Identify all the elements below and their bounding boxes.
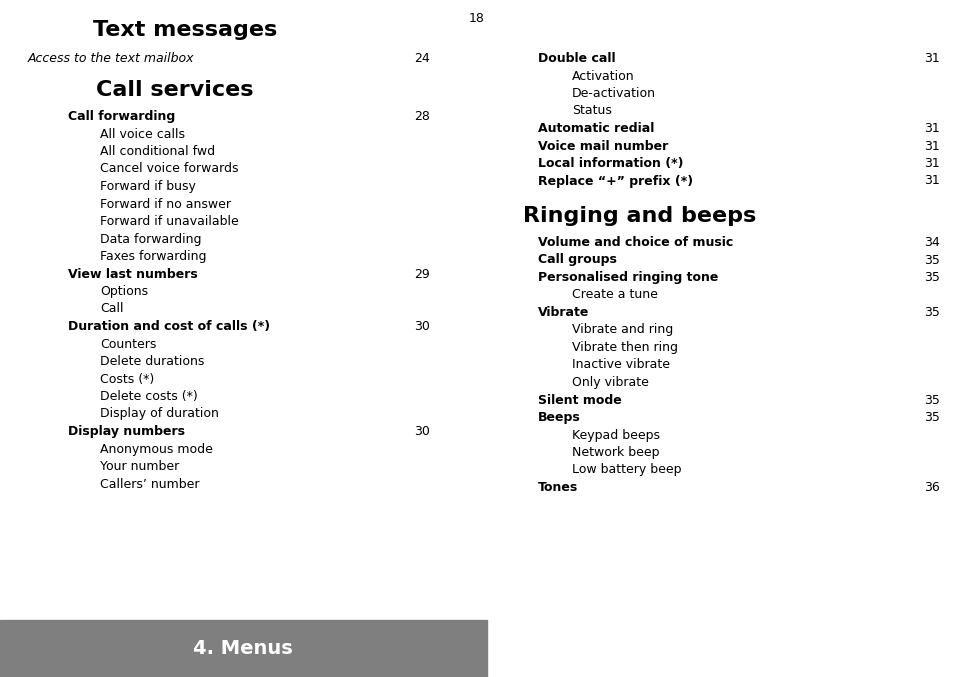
Text: Forward if unavailable: Forward if unavailable: [100, 215, 238, 228]
Text: 18: 18: [469, 12, 484, 25]
Text: Access to the text mailbox: Access to the text mailbox: [28, 52, 194, 65]
Text: Display of duration: Display of duration: [100, 408, 218, 420]
Text: Call: Call: [100, 303, 123, 315]
Text: Call groups: Call groups: [537, 253, 617, 267]
Text: Status: Status: [572, 104, 611, 118]
Text: Anonymous mode: Anonymous mode: [100, 443, 213, 456]
Text: 34: 34: [923, 236, 939, 249]
Text: 36: 36: [923, 481, 939, 494]
Text: 31: 31: [923, 122, 939, 135]
Text: Only vibrate: Only vibrate: [572, 376, 648, 389]
Text: All voice calls: All voice calls: [100, 127, 185, 141]
Text: Volume and choice of music: Volume and choice of music: [537, 236, 733, 249]
Text: Faxes forwarding: Faxes forwarding: [100, 250, 206, 263]
Text: Costs (*): Costs (*): [100, 372, 154, 385]
Text: 31: 31: [923, 52, 939, 65]
Text: Double call: Double call: [537, 52, 615, 65]
Text: Local information (*): Local information (*): [537, 157, 682, 170]
Text: 30: 30: [414, 425, 430, 438]
Text: Counters: Counters: [100, 338, 156, 351]
Text: Replace “+” prefix (*): Replace “+” prefix (*): [537, 175, 693, 188]
Text: 24: 24: [414, 52, 430, 65]
Text: Your number: Your number: [100, 460, 179, 473]
Text: 35: 35: [923, 393, 939, 406]
Text: Text messages: Text messages: [92, 20, 276, 40]
Text: Create a tune: Create a tune: [572, 288, 658, 301]
Text: Forward if busy: Forward if busy: [100, 180, 195, 193]
Text: 30: 30: [414, 320, 430, 333]
Text: Options: Options: [100, 285, 148, 298]
Text: Network beep: Network beep: [572, 446, 659, 459]
Text: Delete durations: Delete durations: [100, 355, 204, 368]
Text: De-activation: De-activation: [572, 87, 656, 100]
Text: Activation: Activation: [572, 70, 634, 83]
Text: Callers’ number: Callers’ number: [100, 477, 199, 491]
Text: 31: 31: [923, 139, 939, 152]
Bar: [0, 620, 486, 677]
Text: Inactive vibrate: Inactive vibrate: [572, 359, 669, 372]
Text: Ringing and beeps: Ringing and beeps: [523, 206, 756, 226]
Text: Display numbers: Display numbers: [68, 425, 185, 438]
Text: Delete costs (*): Delete costs (*): [100, 390, 197, 403]
Text: Personalised ringing tone: Personalised ringing tone: [537, 271, 718, 284]
Text: Vibrate and ring: Vibrate and ring: [572, 324, 673, 336]
Text: Vibrate: Vibrate: [537, 306, 589, 319]
Text: Vibrate then ring: Vibrate then ring: [572, 341, 678, 354]
Text: Keypad beeps: Keypad beeps: [572, 429, 659, 441]
Text: Voice mail number: Voice mail number: [537, 139, 667, 152]
Text: 35: 35: [923, 306, 939, 319]
Text: Duration and cost of calls (*): Duration and cost of calls (*): [68, 320, 270, 333]
Text: Silent mode: Silent mode: [537, 393, 621, 406]
Text: 35: 35: [923, 411, 939, 424]
Text: Cancel voice forwards: Cancel voice forwards: [100, 162, 238, 175]
Text: Forward if no answer: Forward if no answer: [100, 198, 231, 211]
Text: 35: 35: [923, 253, 939, 267]
Text: 31: 31: [923, 157, 939, 170]
Text: Data forwarding: Data forwarding: [100, 232, 201, 246]
Text: 29: 29: [414, 267, 430, 280]
Text: Automatic redial: Automatic redial: [537, 122, 654, 135]
Text: Beeps: Beeps: [537, 411, 580, 424]
Text: 28: 28: [414, 110, 430, 123]
Text: All conditional fwd: All conditional fwd: [100, 145, 214, 158]
Text: Tones: Tones: [537, 481, 578, 494]
Text: 4. Menus: 4. Menus: [193, 639, 293, 658]
Text: Call forwarding: Call forwarding: [68, 110, 175, 123]
Text: Low battery beep: Low battery beep: [572, 464, 680, 477]
Text: View last numbers: View last numbers: [68, 267, 197, 280]
Text: Call services: Call services: [96, 80, 253, 100]
Text: 31: 31: [923, 175, 939, 188]
Text: 35: 35: [923, 271, 939, 284]
